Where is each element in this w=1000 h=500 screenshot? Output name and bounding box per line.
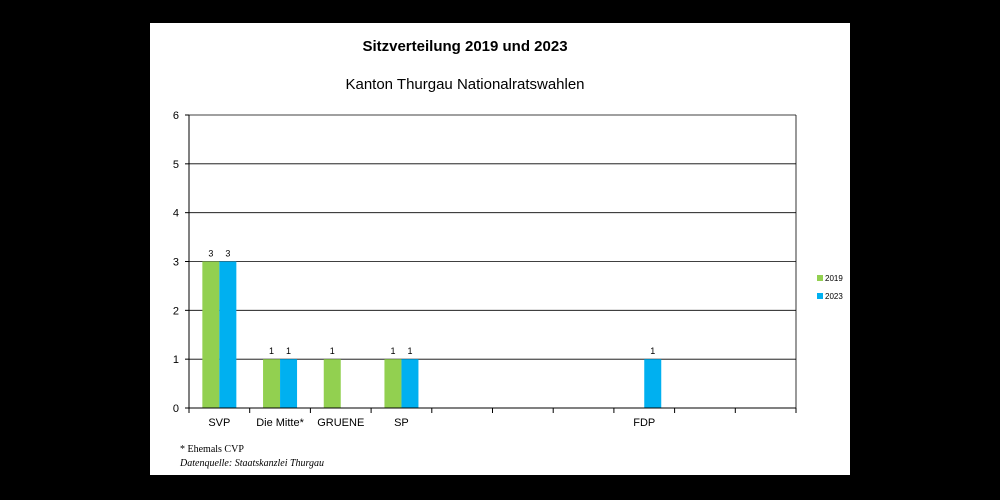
bar-2023	[401, 359, 419, 408]
chart-sheet: Sitzverteilung 2019 und 2023 Kanton Thur…	[150, 23, 850, 475]
y-tick-label: 2	[173, 305, 179, 317]
data-label: 1	[286, 346, 291, 356]
axes	[185, 114, 797, 413]
x-tick-label: SP	[394, 417, 409, 429]
data-label: 3	[225, 249, 230, 259]
bar-chart: 0 1 2 3 4 5 6 3 3 SVP 1 1 Die Mitte* 1 GRUENE 1 1 SP 1 FDP	[173, 110, 797, 429]
bar-2023	[644, 359, 662, 408]
footnote: * Ehemals CVP	[180, 444, 244, 455]
y-tick-label: 0	[173, 403, 179, 415]
data-label: 1	[330, 346, 335, 356]
x-tick-label: Die Mitte*	[256, 417, 304, 429]
legend-item-2019: 2019	[817, 269, 843, 287]
bar-2023	[280, 359, 298, 408]
bars	[202, 261, 662, 408]
bar-2019	[202, 261, 220, 408]
gridlines	[189, 114, 796, 360]
legend-item-2023: 2023	[817, 287, 843, 305]
legend-swatch-2019	[817, 275, 823, 281]
labels: 0 1 2 3 4 5 6 3 3 SVP 1 1 Die Mitte* 1 GRUENE 1 1 SP 1 FDP	[173, 110, 655, 429]
bar-2019	[263, 359, 281, 408]
y-tick-label: 5	[173, 159, 179, 171]
y-tick-label: 6	[173, 110, 179, 122]
bar-2019	[384, 359, 402, 408]
x-tick-label: FDP	[633, 417, 655, 429]
chart-subtitle: Kanton Thurgau Nationalratswahlen	[345, 76, 585, 93]
y-tick-label: 3	[173, 257, 179, 269]
data-label: 1	[650, 346, 655, 356]
data-label: 1	[269, 346, 274, 356]
x-tick-label: GRUENE	[317, 417, 364, 429]
y-tick-label: 4	[173, 208, 179, 220]
legend-swatch-2023	[817, 293, 823, 299]
data-label: 1	[390, 346, 395, 356]
legend-label-2023: 2023	[825, 291, 843, 301]
chart-title: Sitzverteilung 2019 und 2023	[362, 38, 568, 55]
x-tick-label: SVP	[208, 417, 230, 429]
data-source: Datenquelle: Staatskanzlei Thurgau	[180, 458, 325, 469]
data-label: 3	[208, 249, 213, 259]
legend-label-2019: 2019	[825, 273, 843, 283]
data-label: 1	[407, 346, 412, 356]
legend: 2019 2023	[817, 269, 843, 305]
bar-2023	[219, 261, 237, 408]
bar-2019	[323, 359, 341, 408]
y-tick-label: 1	[173, 354, 179, 366]
